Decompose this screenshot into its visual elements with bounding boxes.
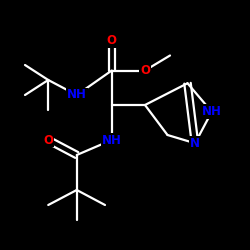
Text: O: O: [107, 34, 117, 47]
Text: NH: NH: [67, 88, 87, 102]
Text: NH: NH: [202, 105, 222, 118]
Text: N: N: [190, 137, 200, 150]
Text: O: O: [43, 134, 53, 146]
Text: O: O: [140, 64, 150, 77]
Text: NH: NH: [102, 134, 122, 146]
